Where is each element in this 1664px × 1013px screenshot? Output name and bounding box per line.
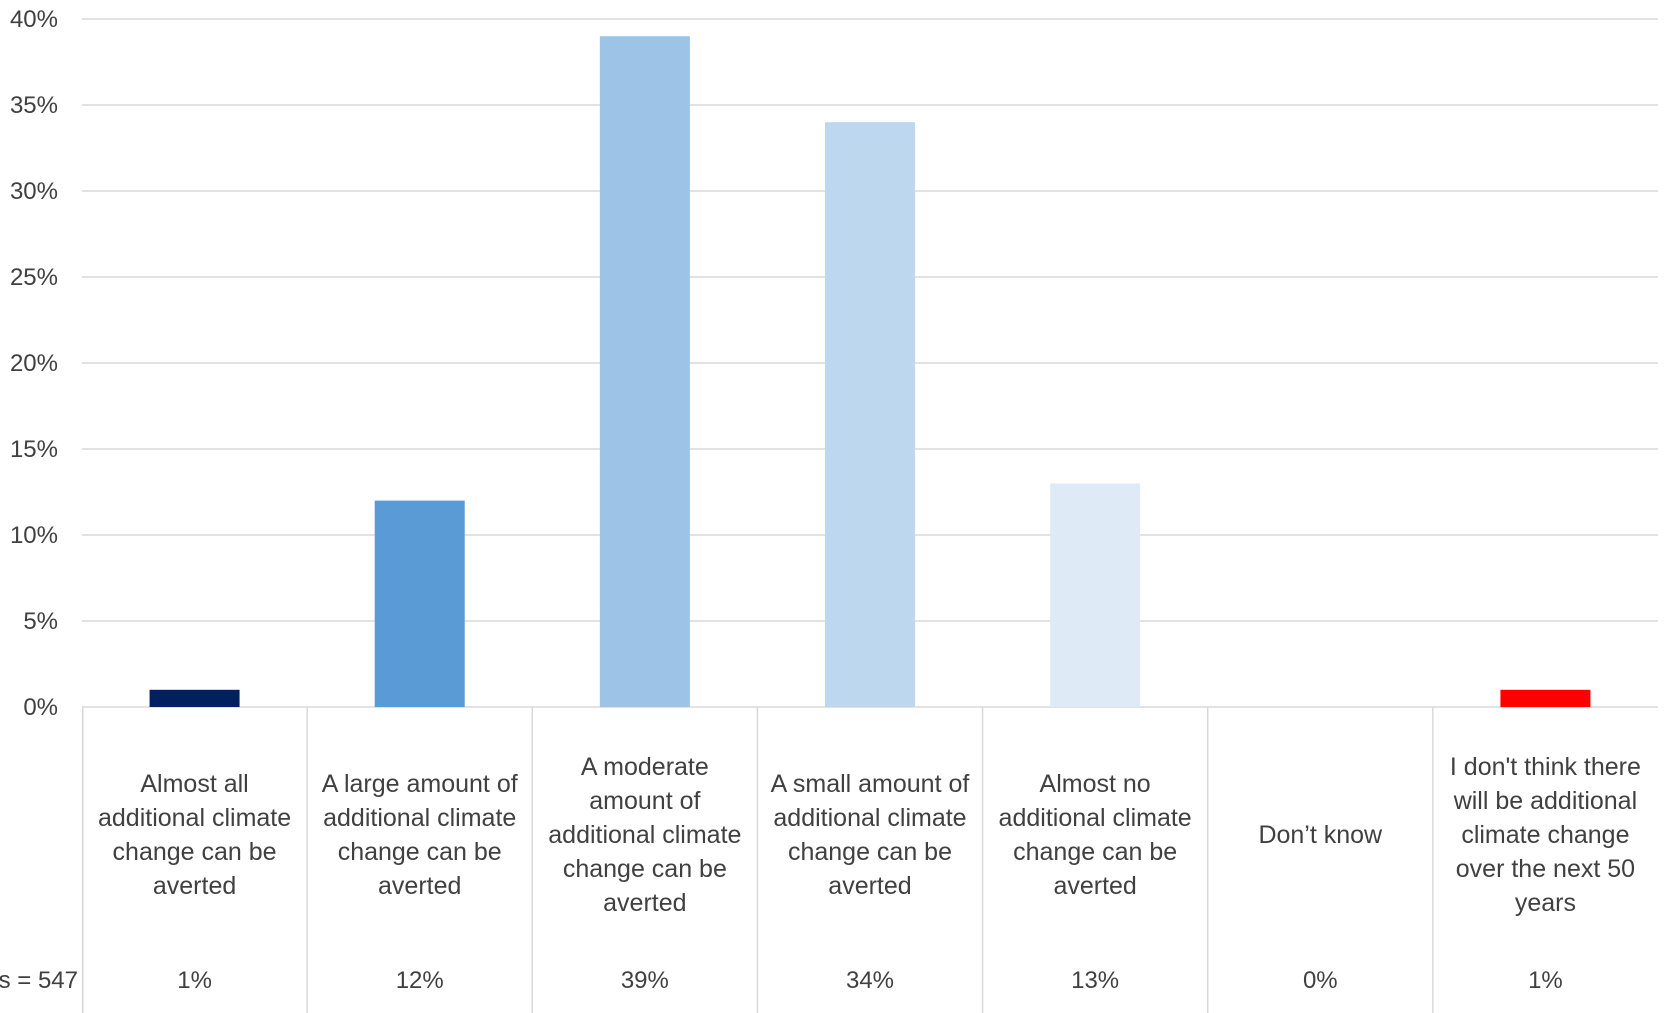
- y-tick-label: 20%: [10, 350, 58, 377]
- bar-3: [599, 36, 690, 707]
- x-category-label: A moderate amount of additional climate …: [548, 753, 742, 917]
- y-tick-label: 25%: [10, 264, 58, 291]
- table-value-label: 1%: [1528, 967, 1563, 994]
- y-tick-label: 15%: [10, 436, 58, 463]
- bars: [149, 36, 1591, 707]
- y-tick-label: 10%: [10, 522, 58, 549]
- y-tick-label: 35%: [10, 92, 58, 119]
- y-axis-tick-labels: 0% 5% 10% 15% 20% 25% 30% 35% 40%: [10, 6, 58, 721]
- y-tick-label: 0%: [23, 694, 58, 721]
- table-value-label: 34%: [846, 967, 894, 994]
- y-tick-label: 40%: [10, 6, 58, 33]
- y-tick-label: 30%: [10, 178, 58, 205]
- table-value-label: 12%: [396, 967, 444, 994]
- x-category-label: A small amount of additional climate cha…: [770, 770, 970, 900]
- category-text: Don’t know: [1258, 821, 1383, 849]
- table-value-label: 13%: [1071, 967, 1119, 994]
- table-value-label: 0%: [1303, 967, 1338, 994]
- x-category-label: Almost all additional climate change can…: [97, 770, 292, 900]
- x-category-label: I don't think there will be additional c…: [1449, 753, 1641, 917]
- category-text: A small amount of additional climate cha…: [770, 770, 970, 900]
- bar-2: [374, 500, 465, 707]
- data-table: Almost all additional climate change can…: [0, 707, 1641, 1013]
- x-category-label: Almost no additional climate change can …: [998, 770, 1192, 900]
- bar-5: [1050, 483, 1141, 707]
- bar-7: [1500, 689, 1591, 707]
- category-text: A moderate amount of additional climate …: [548, 753, 742, 917]
- x-category-label: A large amount of additional climate cha…: [321, 770, 518, 900]
- table-value-label: 1%: [177, 967, 212, 994]
- x-category-label: Don’t know: [1258, 821, 1383, 849]
- category-text: I don't think there will be additional c…: [1449, 753, 1641, 917]
- y-tick-label: 5%: [23, 608, 58, 635]
- table-row-label: Respondents = 547: [0, 967, 78, 994]
- category-text: A large amount of additional climate cha…: [321, 770, 518, 900]
- bar-1: [149, 689, 240, 707]
- category-text: Almost all additional climate change can…: [97, 770, 292, 900]
- category-text: Almost no additional climate change can …: [998, 770, 1192, 900]
- table-value-label: 39%: [621, 967, 669, 994]
- bar-4: [825, 122, 915, 707]
